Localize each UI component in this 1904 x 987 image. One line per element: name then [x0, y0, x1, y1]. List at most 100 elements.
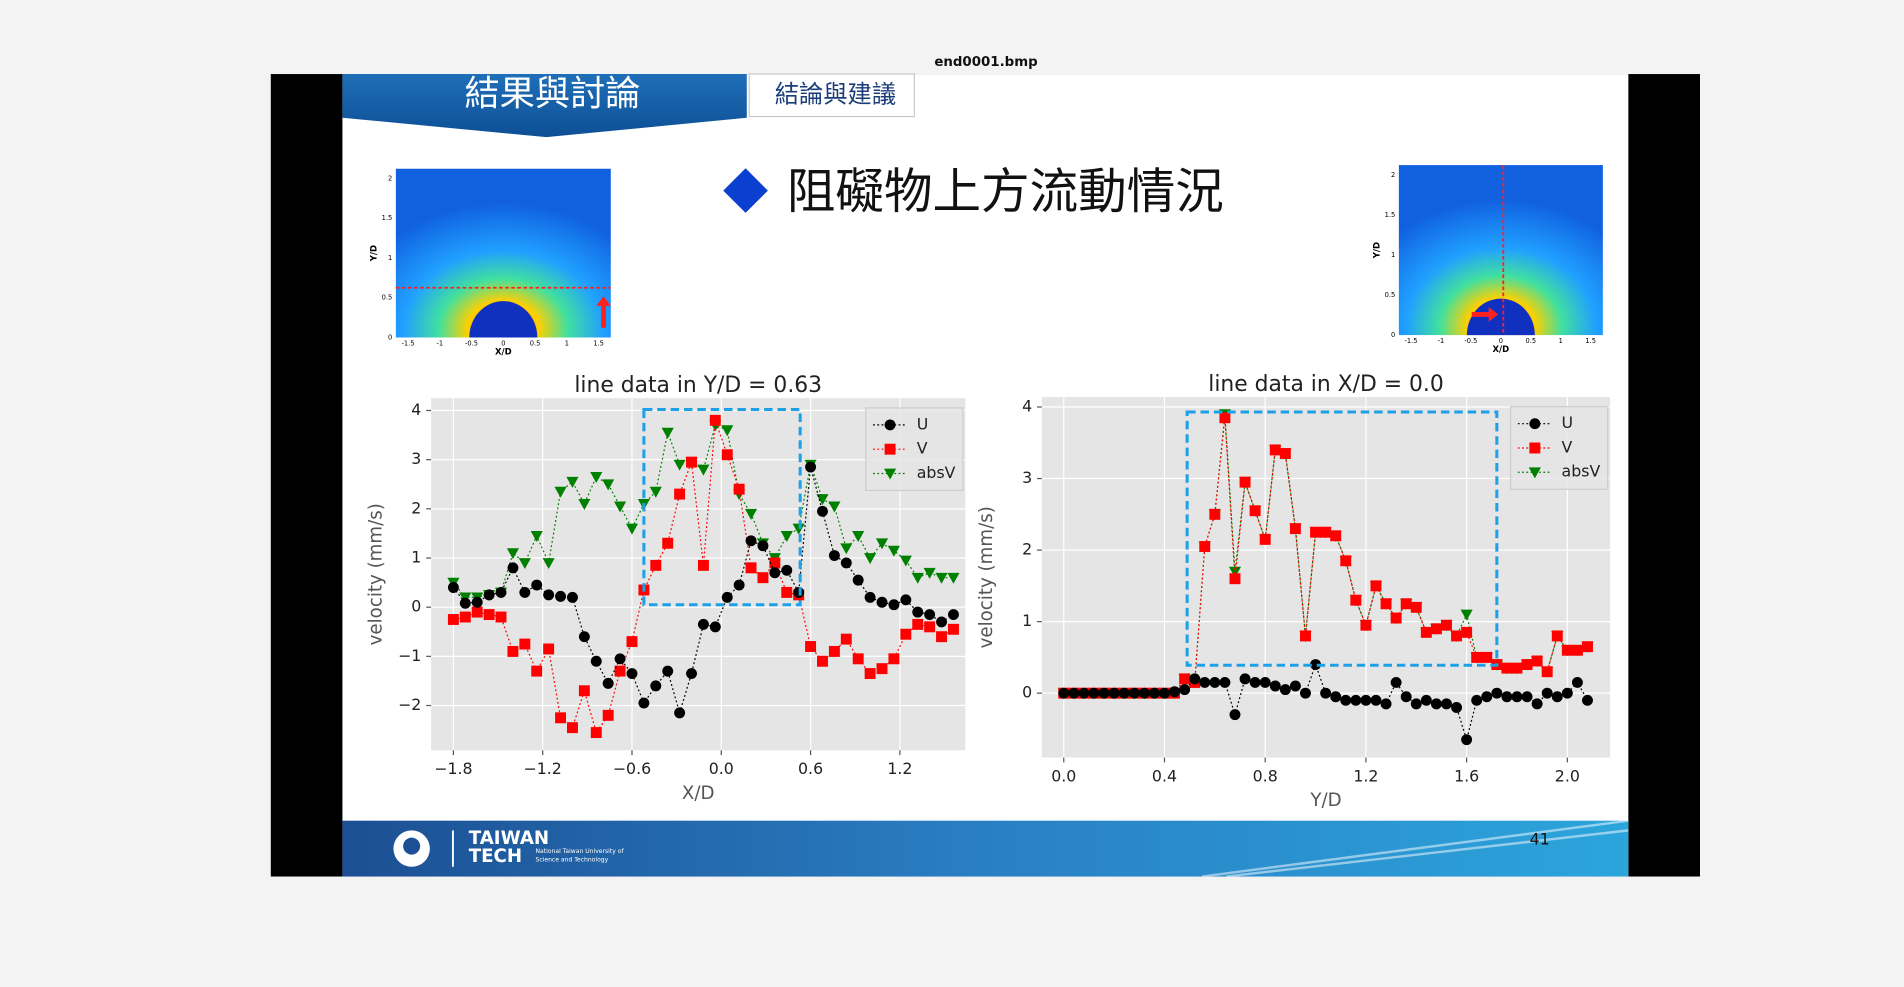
x-tick-label: 0.6 — [798, 759, 823, 778]
marker — [447, 582, 459, 593]
legend-label: U — [917, 414, 929, 433]
y-tick-label: 4 — [411, 400, 421, 419]
highlight-box — [642, 407, 802, 607]
x-tick-label: 0.8 — [1253, 766, 1278, 785]
marker — [1128, 687, 1140, 699]
marker — [852, 574, 864, 586]
marker — [1148, 687, 1160, 699]
marker — [947, 623, 959, 635]
plot-area — [447, 414, 960, 739]
marker — [590, 655, 602, 667]
marker — [661, 427, 674, 439]
thumb-y-tick: 0.5 — [382, 294, 393, 302]
window-title: end0001.bmp — [934, 55, 1037, 70]
marker — [900, 594, 912, 606]
marker — [649, 486, 662, 498]
legend-label: absV — [917, 463, 956, 482]
marker — [1219, 412, 1231, 424]
marker — [483, 589, 495, 601]
marker — [1279, 684, 1291, 696]
bullet-diamond — [723, 168, 768, 213]
marker — [1068, 687, 1080, 699]
marker — [1350, 694, 1362, 706]
marker — [1269, 444, 1281, 456]
marker — [1179, 673, 1191, 685]
marker — [900, 628, 912, 640]
marker — [614, 501, 627, 513]
marker — [1410, 698, 1422, 710]
marker — [673, 459, 686, 471]
marker — [1541, 666, 1553, 678]
thumb-x-tick: -1.5 — [401, 340, 414, 348]
marker — [1400, 691, 1412, 703]
marker — [1521, 659, 1533, 671]
marker — [1451, 630, 1463, 642]
marker — [1300, 687, 1311, 699]
marker — [864, 553, 877, 565]
y-axis-label: velocity (mm/s) — [365, 503, 386, 645]
legend-marker — [1528, 467, 1541, 479]
legend-marker — [884, 468, 897, 480]
marker — [899, 555, 912, 567]
marker — [828, 501, 841, 513]
marker — [912, 606, 924, 618]
thumb-x-tick: -1 — [436, 340, 443, 348]
marker — [769, 567, 781, 579]
marker — [1481, 691, 1493, 703]
marker — [638, 697, 650, 709]
marker — [1199, 676, 1211, 688]
highlight-box — [1185, 410, 1499, 667]
marker — [1169, 686, 1181, 698]
marker — [936, 616, 948, 628]
marker — [805, 641, 817, 652]
marker — [1118, 687, 1130, 699]
marker — [757, 540, 769, 552]
x-tick-label: −1.2 — [524, 759, 562, 778]
legend-label: V — [1562, 437, 1573, 456]
marker — [625, 523, 639, 535]
legend-marker — [884, 419, 896, 431]
marker — [744, 508, 758, 520]
marker — [471, 606, 483, 618]
marker — [947, 609, 959, 621]
marker — [1390, 612, 1402, 624]
marker — [1501, 662, 1513, 674]
marker — [840, 543, 853, 555]
marker — [1400, 598, 1412, 610]
marker — [733, 579, 745, 591]
y-tick-label: −1 — [398, 646, 421, 665]
x-axis-label: Y/D — [1309, 790, 1341, 811]
thumb-y-tick: 1.5 — [1385, 211, 1396, 219]
marker — [1430, 623, 1442, 635]
marker — [1088, 687, 1100, 699]
marker — [1320, 526, 1332, 538]
thumb-y-tick: 0.5 — [1385, 291, 1396, 299]
y-tick-label: 2 — [411, 498, 421, 517]
marker — [1058, 687, 1070, 699]
thumb-x-tick: 0.5 — [1526, 337, 1537, 345]
marker — [459, 611, 471, 623]
thumb-y-label: Y/D — [369, 245, 379, 262]
marker — [1209, 676, 1221, 688]
marker — [626, 636, 638, 648]
legend-label: V — [917, 439, 928, 458]
marker — [817, 505, 828, 517]
marker — [781, 586, 793, 598]
page-number: 41 — [1530, 830, 1550, 849]
marker — [1078, 687, 1090, 699]
x-tick-label: 1.2 — [887, 759, 912, 778]
marker — [543, 589, 555, 601]
marker — [578, 685, 590, 697]
marker — [1289, 680, 1301, 692]
thumb-y-tick: 1 — [388, 254, 392, 262]
marker — [483, 609, 495, 621]
marker — [1461, 734, 1473, 746]
marker — [935, 572, 948, 584]
header-banner — [342, 74, 747, 138]
marker — [888, 599, 900, 611]
obstacle — [1466, 298, 1535, 336]
thumb-x-tick: 1.5 — [1585, 337, 1596, 345]
marker — [852, 531, 865, 542]
thumb-x-tick: -0.5 — [1464, 337, 1477, 345]
